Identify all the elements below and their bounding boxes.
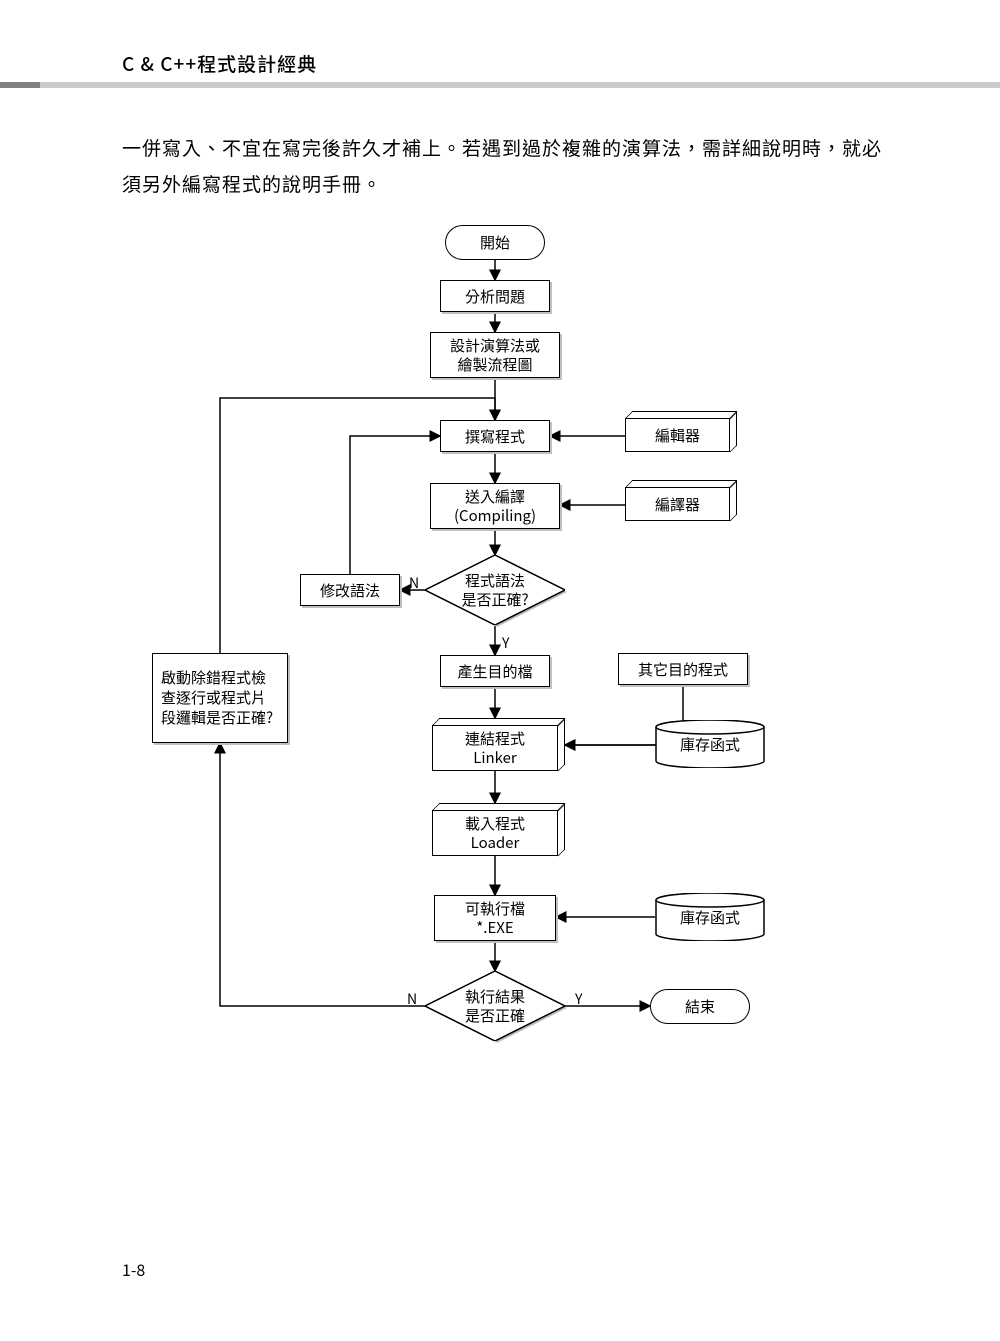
page-header-title: C & C++程式設計經典 — [122, 50, 317, 77]
node-compile: 送入編譯 (Compiling) — [430, 483, 560, 529]
page: C & C++程式設計經典 一併寫入、不宜在寫完後許久才補上。若遇到過於複雜的演… — [0, 0, 1000, 1341]
node-write: 撰寫程式 — [440, 420, 550, 452]
edge-label: N — [409, 573, 419, 593]
node-editor: 編輯器 — [625, 418, 730, 452]
body-paragraph: 一併寫入、不宜在寫完後許久才補上。若遇到過於複雜的演算法，需詳細說明時，就必須另… — [122, 130, 882, 202]
edge-label: Y — [502, 633, 509, 653]
node-end: 結束 — [650, 989, 750, 1024]
node-otherobj: 其它目的程式 — [618, 653, 748, 685]
node-start: 開始 — [445, 225, 545, 260]
node-debug: 啟動除錯程式檢查逐行或程式片段邏輯是否正確? — [152, 653, 288, 743]
node-loader: 載入程式 Loader — [432, 810, 558, 856]
header-rule — [0, 82, 1000, 88]
node-fix: 修改語法 — [300, 574, 400, 606]
page-number: 1-8 — [122, 1257, 145, 1281]
node-obj: 產生目的檔 — [440, 655, 550, 687]
node-analyze: 分析問題 — [440, 280, 550, 312]
edge-label: Y — [575, 989, 582, 1009]
node-design: 設計演算法或 繪製流程圖 — [430, 332, 560, 378]
node-lib1: 庫存函式 — [655, 720, 765, 768]
node-compiler: 編譯器 — [625, 487, 730, 521]
node-linker: 連結程式 Linker — [432, 725, 558, 771]
node-syntax: 程式語法 是否正確? — [425, 555, 565, 625]
node-exe: 可執行檔 *.EXE — [434, 895, 556, 941]
node-result: 執行結果 是否正確 — [425, 971, 565, 1041]
node-lib2: 庫存函式 — [655, 893, 765, 941]
edge-label: N — [407, 989, 417, 1009]
flowchart: Y N Y N 開始分析問題設計演算法或 繪製流程圖撰寫程式 編輯器送入編譯 (Compi… — [120, 225, 880, 1155]
